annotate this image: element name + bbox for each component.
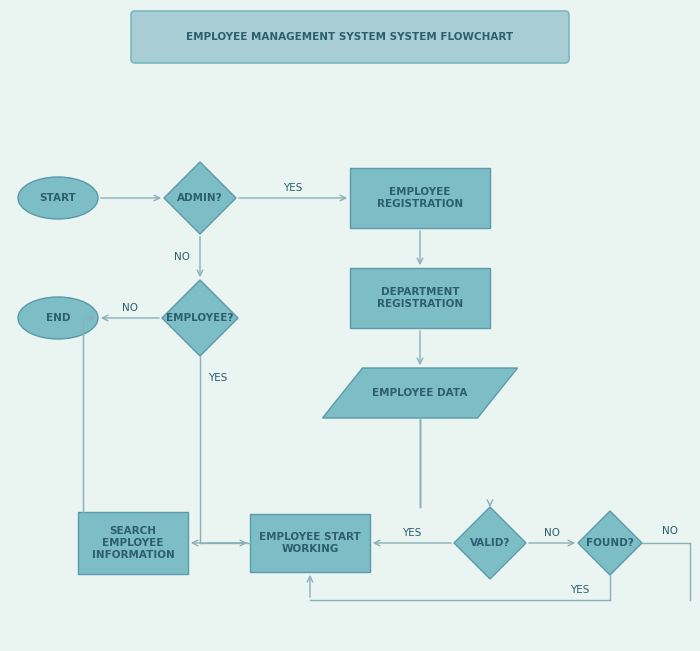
Text: YES: YES	[570, 585, 589, 595]
Text: NO: NO	[122, 303, 138, 313]
Text: EMPLOYEE?: EMPLOYEE?	[167, 313, 234, 323]
Text: NO: NO	[544, 528, 560, 538]
Polygon shape	[323, 368, 517, 418]
Text: YES: YES	[284, 183, 302, 193]
Text: END: END	[46, 313, 70, 323]
Text: DEPARTMENT
REGISTRATION: DEPARTMENT REGISTRATION	[377, 287, 463, 309]
Ellipse shape	[18, 177, 98, 219]
Ellipse shape	[18, 297, 98, 339]
FancyBboxPatch shape	[78, 512, 188, 574]
Polygon shape	[578, 511, 642, 575]
Polygon shape	[164, 162, 236, 234]
Text: FOUND?: FOUND?	[586, 538, 634, 548]
Text: EMPLOYEE MANAGEMENT SYSTEM SYSTEM FLOWCHART: EMPLOYEE MANAGEMENT SYSTEM SYSTEM FLOWCH…	[186, 32, 514, 42]
Text: EMPLOYEE
REGISTRATION: EMPLOYEE REGISTRATION	[377, 187, 463, 209]
Polygon shape	[162, 280, 238, 356]
FancyBboxPatch shape	[250, 514, 370, 572]
Text: SEARCH
EMPLOYEE
INFORMATION: SEARCH EMPLOYEE INFORMATION	[92, 527, 174, 560]
Text: NO: NO	[662, 526, 678, 536]
Text: YES: YES	[402, 528, 421, 538]
Text: VALID?: VALID?	[470, 538, 510, 548]
FancyBboxPatch shape	[350, 268, 490, 328]
Polygon shape	[454, 507, 526, 579]
FancyBboxPatch shape	[350, 168, 490, 228]
Text: START: START	[40, 193, 76, 203]
Text: ADMIN?: ADMIN?	[177, 193, 223, 203]
Text: EMPLOYEE START
WORKING: EMPLOYEE START WORKING	[259, 533, 361, 554]
Text: NO: NO	[174, 252, 190, 262]
Text: EMPLOYEE DATA: EMPLOYEE DATA	[372, 388, 468, 398]
FancyBboxPatch shape	[131, 11, 569, 63]
Text: YES: YES	[209, 373, 228, 383]
